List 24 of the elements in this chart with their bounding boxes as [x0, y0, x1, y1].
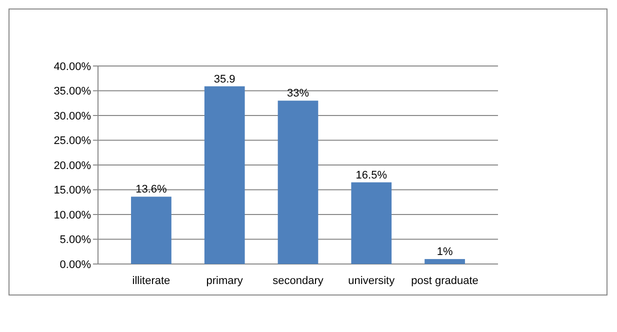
x-tick-label: post graduate	[411, 275, 478, 287]
data-label: 35.9	[214, 73, 236, 86]
y-tick-label: 5.00%	[60, 234, 92, 246]
y-tick-label: 20.00%	[54, 160, 92, 172]
bar	[131, 196, 172, 264]
bar	[278, 100, 318, 264]
y-tick-label: 40.00%	[54, 60, 92, 73]
x-tick-label: primary	[206, 275, 244, 287]
x-tick-label: secondary	[272, 275, 324, 287]
y-tick-label: 35.00%	[54, 86, 92, 98]
y-tick-label: 15.00%	[54, 184, 92, 197]
bar	[351, 182, 392, 264]
bar	[204, 86, 245, 264]
x-tick-label: illiterate	[132, 275, 170, 287]
y-tick-label: 30.00%	[54, 110, 92, 122]
data-label: 1%	[436, 246, 453, 258]
y-tick-label: 10.00%	[54, 209, 92, 222]
y-tick-label: 0.00%	[60, 258, 92, 271]
bar	[424, 259, 465, 264]
y-tick-label: 25.00%	[54, 135, 92, 148]
data-label: 13.6%	[136, 184, 168, 196]
x-tick-label: university	[348, 275, 396, 287]
data-label: 33%	[286, 88, 310, 100]
data-label: 16.5%	[356, 169, 388, 182]
